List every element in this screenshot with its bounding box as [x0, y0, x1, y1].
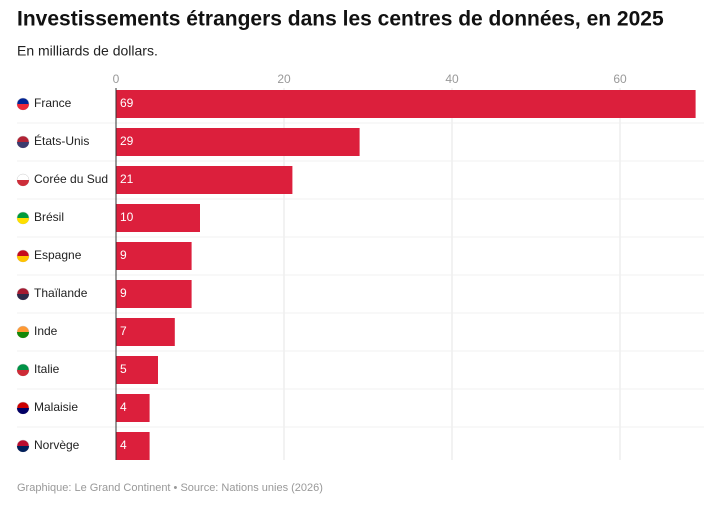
flag-icon — [17, 256, 29, 262]
flag-icon — [17, 332, 29, 338]
value-label: 10 — [120, 210, 134, 224]
y-tick-label: Brésil — [34, 210, 64, 224]
bar — [116, 356, 158, 384]
flag-icon — [17, 180, 29, 186]
bar — [116, 90, 696, 118]
y-tick-label: Espagne — [34, 248, 82, 262]
flag-icon — [17, 408, 29, 414]
bar — [116, 394, 150, 422]
x-tick-label: 0 — [113, 72, 120, 86]
x-tick-label: 60 — [613, 72, 627, 86]
y-tick-label: Malaisie — [34, 400, 78, 414]
bar — [116, 204, 200, 232]
y-tick-label: Corée du Sud — [34, 172, 108, 186]
value-label: 9 — [120, 286, 127, 300]
value-label: 9 — [120, 248, 127, 262]
source-note: Graphique: Le Grand Continent • Source: … — [17, 482, 323, 494]
y-tick-label: Thaïlande — [34, 286, 88, 300]
value-label: 4 — [120, 438, 127, 452]
value-label: 21 — [120, 172, 134, 186]
flag-icon — [17, 446, 29, 452]
y-tick-label: France — [34, 96, 72, 110]
bar — [116, 432, 150, 460]
x-tick-label: 20 — [277, 72, 291, 86]
bar — [116, 280, 192, 308]
y-tick-label: États-Unis — [34, 133, 89, 148]
value-label: 29 — [120, 134, 134, 148]
value-label: 7 — [120, 324, 127, 338]
value-label: 5 — [120, 362, 127, 376]
bar — [116, 128, 360, 156]
bar — [116, 242, 192, 270]
chart-subtitle: En milliards de dollars. — [17, 43, 158, 59]
flag-icon — [17, 218, 29, 224]
flag-icon — [17, 104, 29, 110]
bar — [116, 166, 293, 194]
y-tick-label: Norvège — [34, 438, 80, 452]
flag-icon — [17, 294, 29, 300]
flag-icon — [17, 142, 29, 148]
value-label: 69 — [120, 96, 134, 110]
flag-icon — [17, 370, 29, 376]
y-tick-label: Inde — [34, 324, 58, 338]
y-tick-label: Italie — [34, 362, 60, 376]
chart-title: Investissements étrangers dans les centr… — [17, 8, 664, 31]
x-tick-label: 40 — [445, 72, 459, 86]
value-label: 4 — [120, 400, 127, 414]
bar — [116, 318, 175, 346]
